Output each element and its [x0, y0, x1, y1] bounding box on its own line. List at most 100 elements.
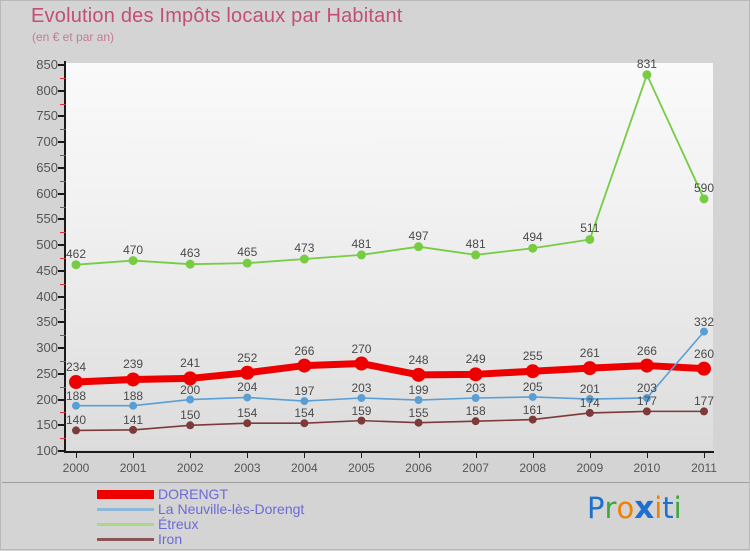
series-point [243, 393, 252, 402]
series-point [128, 256, 138, 266]
data-point-label: 473 [294, 241, 315, 256]
y-axis-tick [58, 450, 65, 452]
logo-letter: i [654, 491, 663, 525]
data-point-label: 252 [237, 350, 258, 365]
data-point-label: 255 [522, 349, 543, 364]
y-axis-minor-tick [60, 412, 66, 414]
series-point [300, 397, 309, 406]
data-point-label: 481 [351, 236, 372, 251]
data-point-label: 161 [522, 402, 543, 417]
y-axis-tick [58, 347, 65, 350]
series-point [642, 70, 652, 80]
legend-color-swatch [97, 508, 154, 511]
series-point [129, 425, 138, 434]
series-line [75, 73, 705, 266]
y-axis-minor-tick [60, 438, 66, 440]
legend-color-swatch [97, 490, 154, 499]
data-point-label: 831 [636, 56, 657, 71]
legend-divider [2, 482, 749, 483]
legend-item-label: La Neuville-lès-Dorengt [158, 501, 305, 517]
data-point-label: 177 [693, 394, 715, 409]
series-point [699, 194, 709, 204]
series-point [72, 426, 80, 435]
data-point-label: 199 [408, 383, 429, 398]
data-point-label: 203 [351, 380, 372, 395]
x-axis-tick [133, 451, 135, 458]
series-point [357, 416, 366, 425]
legend-color-swatch [97, 523, 154, 526]
data-point-label: 481 [465, 236, 486, 251]
series-point [185, 259, 195, 269]
x-axis-tick-label: 2006 [405, 461, 432, 475]
series-point [411, 367, 426, 382]
y-axis-tick-label: 550 [36, 211, 58, 227]
y-axis-tick [58, 372, 65, 375]
y-axis-tick-label: 300 [36, 340, 58, 356]
series-point [357, 393, 366, 402]
x-axis-tick-label: 2009 [576, 461, 604, 475]
y-axis-line [64, 61, 66, 452]
series-point [243, 419, 252, 428]
legend-item[interactable]: Iron [97, 532, 517, 547]
series-point [642, 407, 651, 416]
data-point-label: 177 [636, 394, 657, 409]
page-subtitle: (en € et par an) [32, 30, 115, 44]
series-point [186, 395, 195, 404]
data-point-label: 203 [465, 380, 486, 395]
data-point-label: 197 [294, 384, 315, 399]
y-axis-tick [58, 295, 65, 298]
y-axis-minor-tick [60, 206, 66, 208]
x-axis-tick [646, 451, 648, 458]
series-line [72, 360, 708, 386]
x-axis-tick-label: 2003 [233, 461, 261, 475]
data-point-label: 150 [180, 408, 201, 423]
y-axis-tick-label: 700 [36, 134, 58, 150]
data-point-label: 159 [351, 403, 372, 418]
legend-item[interactable]: La Neuville-lès-Dorengt [97, 502, 517, 517]
x-axis-tick [76, 451, 77, 458]
x-axis-tick-label: 2002 [176, 461, 204, 475]
data-point-label: 154 [294, 406, 315, 421]
series-point [700, 327, 708, 336]
x-axis-tick [589, 451, 591, 458]
series-point [582, 361, 597, 376]
legend-item-label: Iron [158, 531, 183, 547]
data-point-label: 188 [123, 388, 144, 403]
y-axis-tick-label: 400 [36, 288, 58, 304]
x-axis-tick-label: 2007 [462, 461, 489, 475]
data-point-label: 462 [65, 246, 87, 261]
data-point-label: 155 [408, 405, 429, 420]
x-axis-tick [475, 451, 477, 458]
y-axis-tick-label: 450 [36, 262, 58, 278]
data-point-label: 497 [408, 228, 429, 243]
data-point-label: 511 [580, 221, 600, 236]
series-point [126, 372, 141, 387]
legend-item-label: Étreux [158, 516, 199, 532]
series-point [468, 367, 483, 382]
series-point [297, 358, 312, 373]
x-axis-tick [247, 451, 249, 458]
y-axis-tick [58, 321, 65, 324]
data-point-label: 140 [65, 413, 87, 428]
y-axis-tick-label: 600 [36, 185, 58, 201]
y-axis-minor-tick [60, 335, 66, 337]
data-point-label: 332 [693, 314, 715, 329]
y-axis: 100 150 200 250 300 350 400 450 500 550 600 650 700 7… [1, 1, 66, 551]
y-axis-tick [58, 192, 65, 195]
series-point [129, 401, 138, 410]
y-axis-minor-tick [60, 155, 66, 157]
legend-item[interactable]: Étreux [97, 517, 517, 532]
y-axis-minor-tick [60, 129, 66, 131]
y-axis-tick-label: 250 [36, 365, 58, 381]
y-axis-tick [58, 269, 65, 272]
data-point-label: 590 [693, 180, 715, 195]
series-point [471, 250, 481, 260]
legend-item[interactable]: DORENGT [97, 487, 517, 502]
x-axis-tick-label: 2011 [691, 461, 717, 475]
y-axis-tick [58, 64, 65, 66]
series-point [471, 417, 480, 426]
x-axis-tick [304, 451, 306, 458]
y-axis-minor-tick [60, 360, 66, 362]
y-axis-tick [58, 424, 65, 427]
